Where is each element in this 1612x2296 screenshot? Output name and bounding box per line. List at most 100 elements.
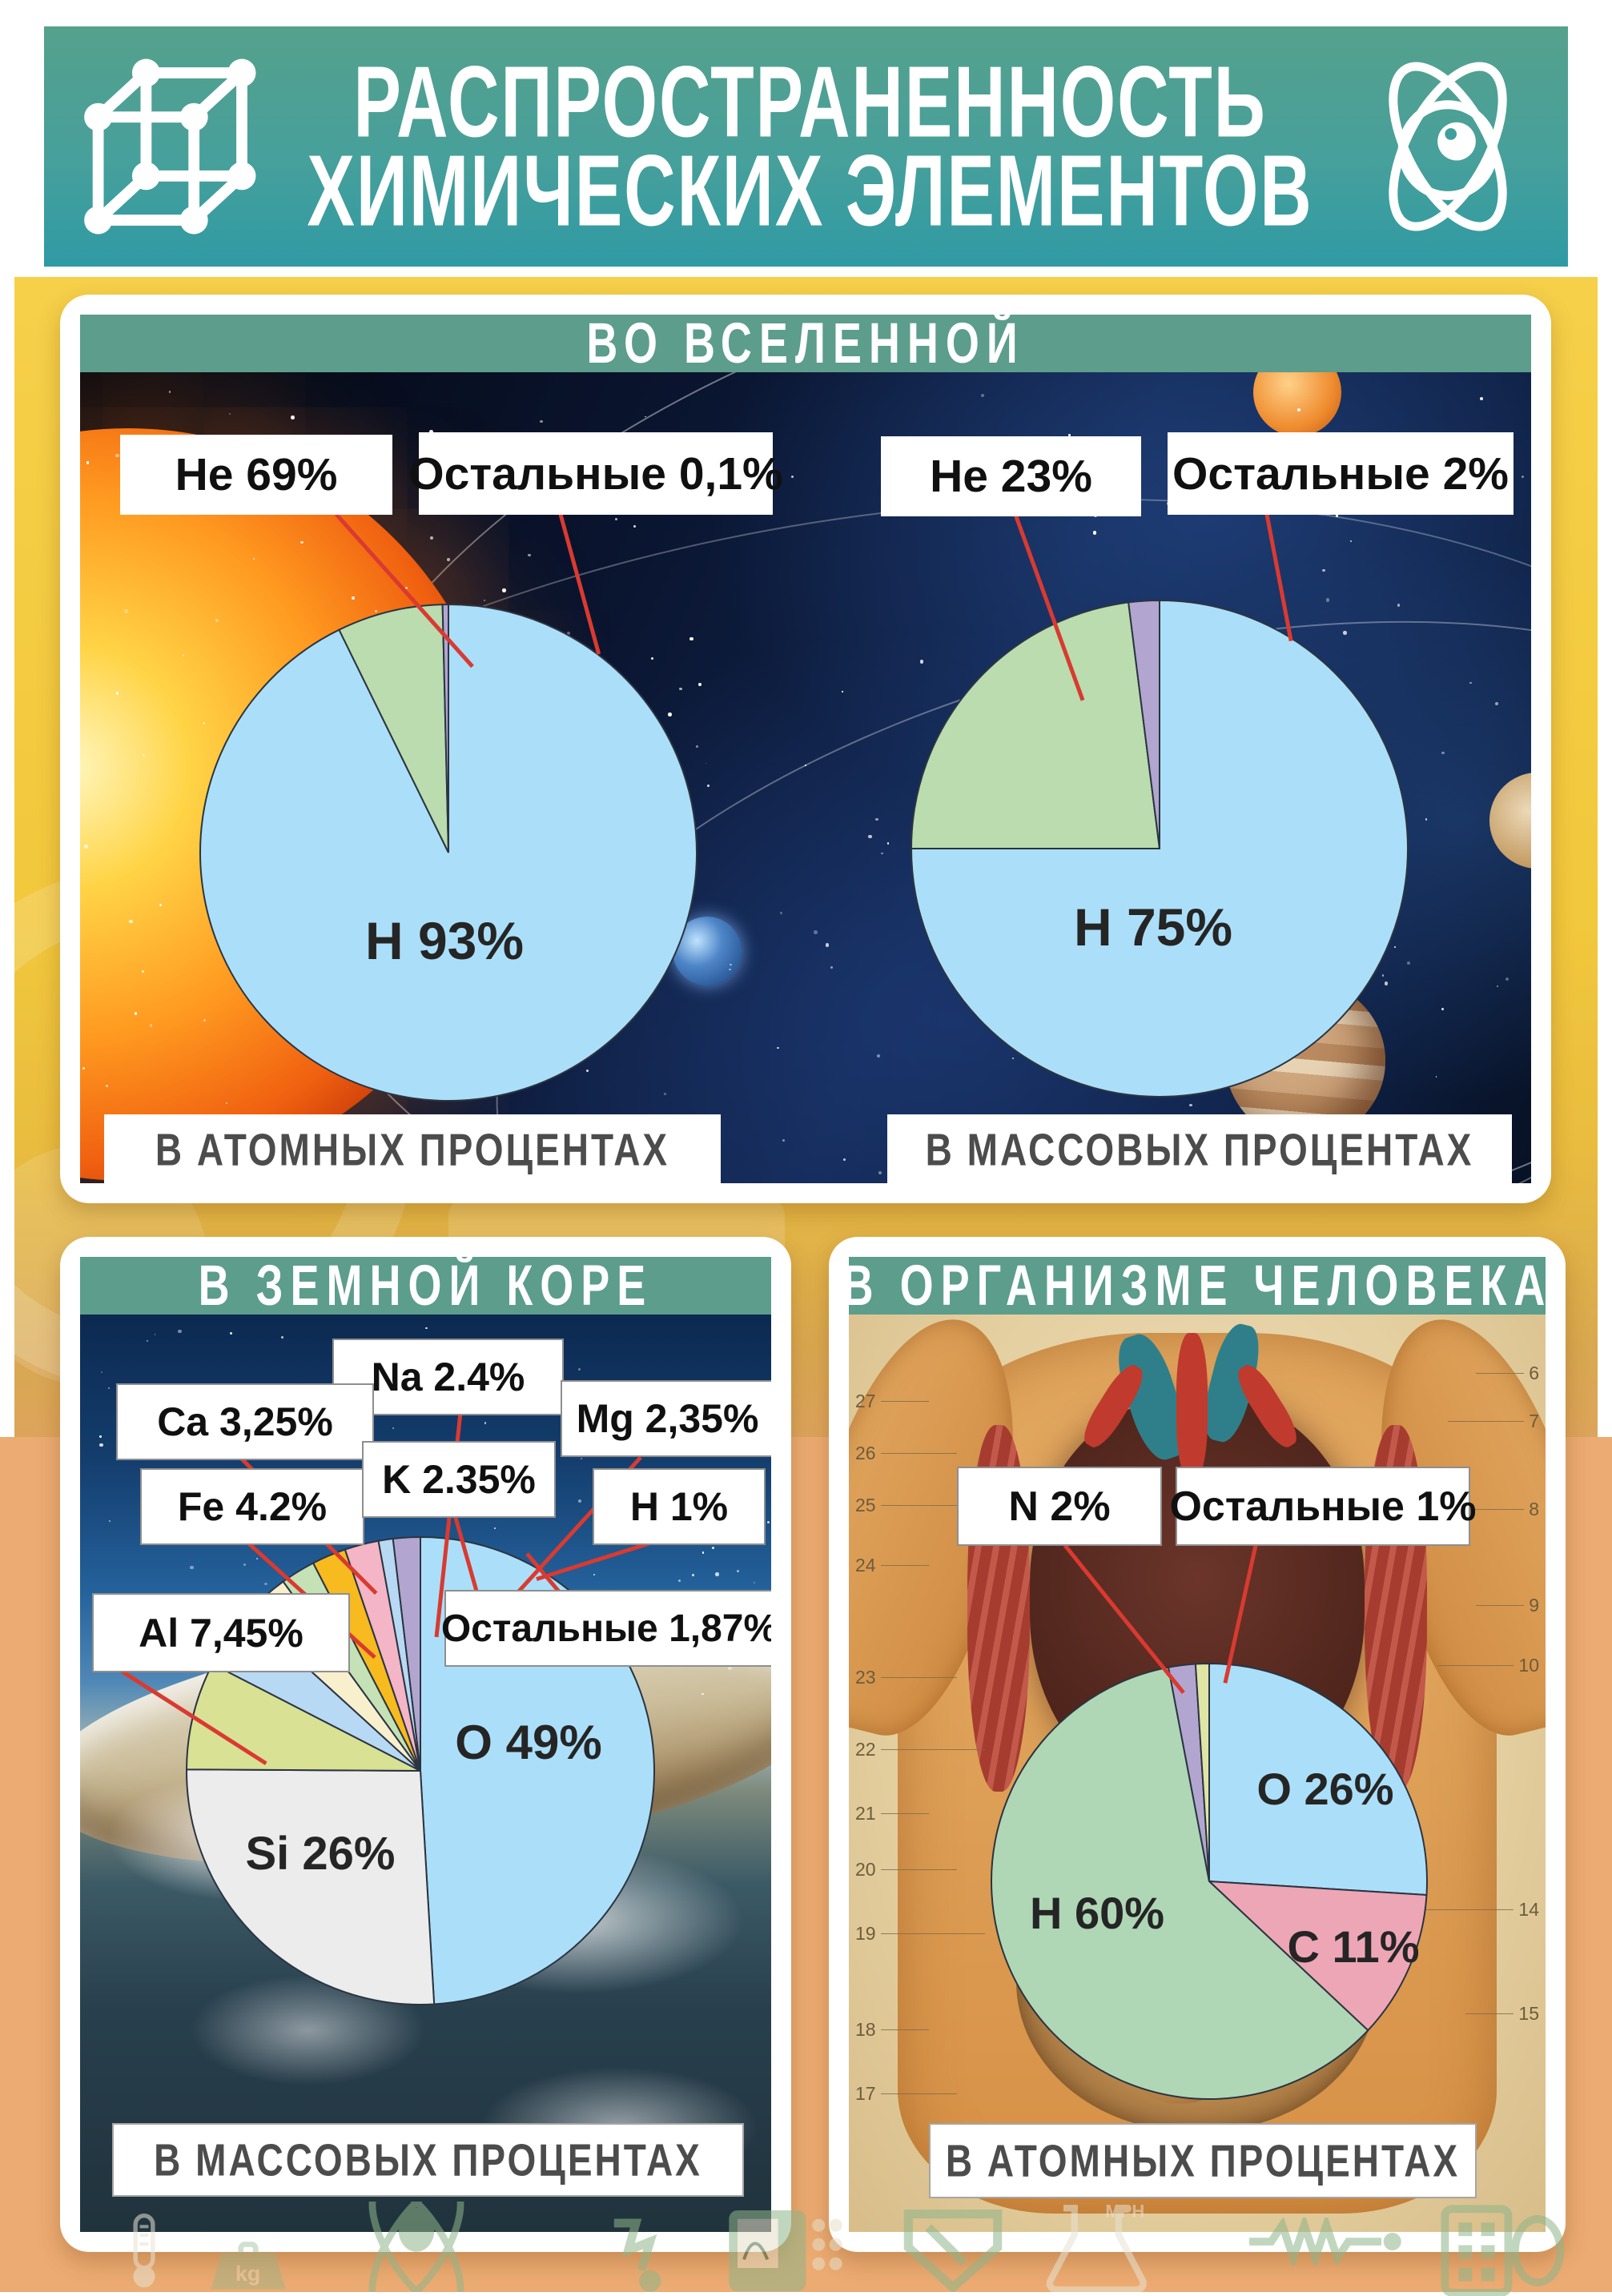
star <box>392 1427 395 1430</box>
callout-h: H 1% <box>593 1468 766 1545</box>
caption-crust: В МАССОВЫХ ПРОЦЕНТАХ <box>112 2123 744 2197</box>
star <box>1397 604 1401 607</box>
star <box>701 1692 704 1696</box>
star <box>228 412 231 415</box>
star <box>203 1018 207 1022</box>
pie-slice-Si <box>186 1768 436 2005</box>
anatomy-number-17: 17 <box>855 2083 957 2105</box>
star <box>108 1520 111 1523</box>
star <box>567 632 571 636</box>
star <box>1350 540 1353 542</box>
star <box>226 1102 228 1105</box>
anatomy-number-8: 8 <box>1420 1499 1539 1520</box>
anatomy-number-19: 19 <box>855 1923 985 1945</box>
star <box>1384 981 1389 985</box>
anatomy-number-14: 14 <box>1409 1899 1539 1921</box>
resistor-icon <box>609 2218 729 2292</box>
pie-label-h-atomic: H 93% <box>364 911 525 970</box>
star <box>650 656 654 660</box>
star <box>540 419 543 423</box>
callout-he-atomic: He 69% <box>120 435 392 515</box>
anatomy-artery <box>1176 1332 1208 1480</box>
anatomy-number-24: 24 <box>855 1555 929 1576</box>
star <box>825 943 829 947</box>
star <box>679 687 682 691</box>
star <box>886 842 890 845</box>
star <box>868 834 872 839</box>
star <box>701 1551 705 1554</box>
star <box>1521 475 1525 479</box>
star <box>1068 433 1071 436</box>
callout-al: Al 7,45% <box>92 1593 350 1672</box>
pie-label-h-mass: H 75% <box>1073 897 1233 957</box>
star <box>263 1582 267 1586</box>
callout-fe: Fe 4.2% <box>140 1468 364 1545</box>
star <box>182 654 184 656</box>
star <box>1407 961 1410 965</box>
weight-label: kg <box>235 2262 260 2286</box>
anatomy-number-15: 15 <box>1465 2003 1539 2025</box>
caption-mass-percent: В МАССОВЫХ ПРОЦЕНТАХ <box>887 1114 1512 1183</box>
pie-label-o-body: O 26% <box>1256 1764 1394 1814</box>
star <box>1296 407 1300 412</box>
star <box>82 1066 86 1070</box>
star <box>428 430 433 434</box>
callout-other-mass: Остальные 2% <box>1168 432 1514 515</box>
star <box>1441 751 1445 755</box>
star <box>668 712 672 716</box>
star <box>876 1054 880 1058</box>
star <box>527 553 531 557</box>
star <box>729 968 731 971</box>
star <box>805 765 807 767</box>
callout-n: N 2% <box>957 1467 1162 1546</box>
star <box>1480 396 1484 400</box>
star <box>1189 1104 1192 1107</box>
building-icon <box>1433 2200 1570 2296</box>
pie-label-h-body: H 60% <box>1029 1888 1165 1938</box>
pie-slice-He <box>338 604 449 853</box>
callout-ca: Ca 3,25% <box>116 1383 374 1460</box>
header-banner: РАСПРОСТРАНЕННОСТЬ ХИМИЧЕСКИХ ЭЛЕМЕНТОВ <box>44 26 1568 267</box>
star <box>429 536 433 540</box>
star <box>243 1563 247 1567</box>
star <box>1011 1058 1014 1060</box>
star <box>585 1069 589 1073</box>
anatomy-number-21: 21 <box>855 1803 929 1824</box>
star <box>875 817 879 821</box>
star <box>154 1334 156 1335</box>
poster-title-line2: ХИМИЧЕСКИХ ЭЛЕМЕНТОВ <box>307 134 1313 248</box>
star <box>99 1435 102 1438</box>
atom-doodle-icon <box>336 2202 496 2292</box>
pie-slice-H <box>991 1666 1369 2100</box>
star <box>253 558 255 560</box>
anatomy-number-20: 20 <box>855 1859 957 1881</box>
anatomy-number-9: 9 <box>1476 1595 1539 1616</box>
star <box>84 845 88 849</box>
pie-slice-Остальные <box>1128 599 1160 849</box>
star <box>142 753 146 757</box>
spring-icon <box>1249 2218 1425 2266</box>
anatomy-number-6: 6 <box>1476 1363 1539 1384</box>
star <box>447 558 451 561</box>
star <box>230 1331 233 1335</box>
star <box>1322 568 1325 572</box>
star <box>203 722 206 725</box>
pie-body <box>991 1662 1428 2100</box>
star <box>115 692 119 696</box>
weight-kg-icon: kg <box>200 2242 296 2292</box>
star <box>108 1387 111 1389</box>
star <box>615 518 618 521</box>
caption-body: В АТОМНЫХ ПРОЦЕНТАХ <box>929 2123 1477 2198</box>
star <box>1425 818 1428 821</box>
star <box>1505 977 1509 981</box>
star <box>633 524 637 528</box>
crystal-lattice-icon <box>84 58 256 235</box>
star <box>715 1572 719 1576</box>
pie-slice-O <box>1208 1662 1428 1897</box>
star <box>830 965 834 969</box>
star <box>706 785 710 788</box>
star <box>577 1367 581 1371</box>
anatomy-number-23: 23 <box>855 1667 957 1688</box>
star <box>375 609 378 612</box>
star <box>1441 1008 1444 1010</box>
